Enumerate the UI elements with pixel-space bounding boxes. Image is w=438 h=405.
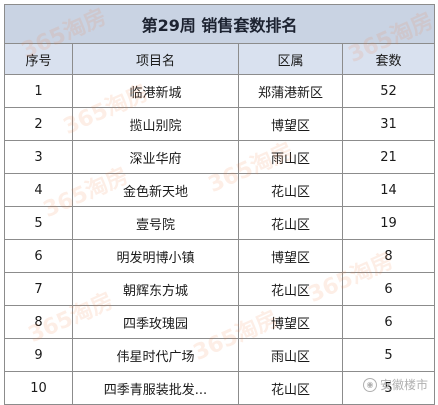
cell-project-name: 深业华府 [72, 140, 239, 174]
header-district: 区属 [238, 43, 343, 75]
cell-district: 花山区 [238, 206, 343, 240]
table-row: 5 壹号院 花山区 19 [4, 206, 436, 240]
cell-district: 花山区 [238, 272, 343, 306]
sales-ranking-table: 第29周 销售套数排名 序号 项目名 区属 套数 1 临港新城 郑蒲港新区 52 2 揽山… [3, 4, 436, 405]
cell-district: 雨山区 [238, 338, 343, 372]
cell-project-name: 临港新城 [72, 74, 239, 108]
table-row: 6 明发明博小镇 博望区 8 [4, 239, 436, 273]
cell-project-name: 金色新天地 [72, 173, 239, 207]
cell-unit-count: 31 [341, 107, 436, 141]
cell-unit-count: 6 [341, 305, 436, 339]
table-row: 9 伟星时代广场 雨山区 5 [4, 338, 436, 372]
table-row: 2 揽山别院 博望区 31 [4, 107, 436, 141]
cell-unit-count: 5 [341, 338, 436, 372]
cell-unit-count: 5 [341, 371, 436, 405]
cell-project-name: 四季青服装批发... [72, 371, 239, 405]
table-row: 10 四季青服装批发... 花山区 5 [4, 371, 436, 405]
cell-unit-count: 21 [341, 140, 436, 174]
table-title: 第29周 销售套数排名 [3, 4, 436, 44]
cell-unit-count: 52 [341, 74, 436, 108]
table-row: 1 临港新城 郑蒲港新区 52 [4, 74, 436, 108]
brand-badge: ◉ 安徽楼市 [362, 376, 428, 393]
table-title-row: 第29周 销售套数排名 [3, 4, 436, 44]
cell-project-name: 揽山别院 [72, 107, 239, 141]
cell-district: 博望区 [238, 239, 343, 273]
cell-project-name: 壹号院 [72, 206, 239, 240]
table-row: 3 深业华府 雨山区 21 [4, 140, 436, 174]
cell-rank: 5 [4, 206, 73, 240]
cell-rank: 7 [4, 272, 73, 306]
cell-rank: 8 [4, 305, 73, 339]
cell-unit-count: 19 [341, 206, 436, 240]
cell-project-name: 明发明博小镇 [72, 239, 239, 273]
cell-district: 雨山区 [238, 140, 343, 174]
header-row: 序号 项目名 区属 套数 [4, 43, 436, 75]
cell-district: 郑蒲港新区 [238, 74, 343, 108]
cell-project-name: 四季玫瑰园 [72, 305, 239, 339]
table-row: 8 四季玫瑰园 博望区 6 [4, 305, 436, 339]
table-row: 7 朝辉东方城 花山区 6 [4, 272, 436, 306]
cell-rank: 4 [4, 173, 73, 207]
header-project-name: 项目名 [72, 43, 239, 75]
cell-district: 博望区 [238, 305, 343, 339]
cell-unit-count: 6 [341, 272, 436, 306]
header-rank: 序号 [4, 43, 73, 75]
logo-circle-icon: ◉ [362, 377, 377, 392]
cell-district: 博望区 [238, 107, 343, 141]
table-row: 4 金色新天地 花山区 14 [4, 173, 436, 207]
cell-project-name: 伟星时代广场 [72, 338, 239, 372]
cell-unit-count: 8 [341, 239, 436, 273]
cell-rank: 6 [4, 239, 73, 273]
header-unit-count: 套数 [341, 43, 436, 75]
cell-project-name: 朝辉东方城 [72, 272, 239, 306]
cell-rank: 3 [4, 140, 73, 174]
cell-rank: 1 [4, 74, 73, 108]
cell-rank: 9 [4, 338, 73, 372]
brand-text: 安徽楼市 [379, 378, 428, 392]
cell-district: 花山区 [238, 173, 343, 207]
cell-district: 花山区 [238, 371, 343, 405]
cell-rank: 10 [4, 371, 73, 405]
cell-unit-count: 14 [341, 173, 436, 207]
cell-rank: 2 [4, 107, 73, 141]
